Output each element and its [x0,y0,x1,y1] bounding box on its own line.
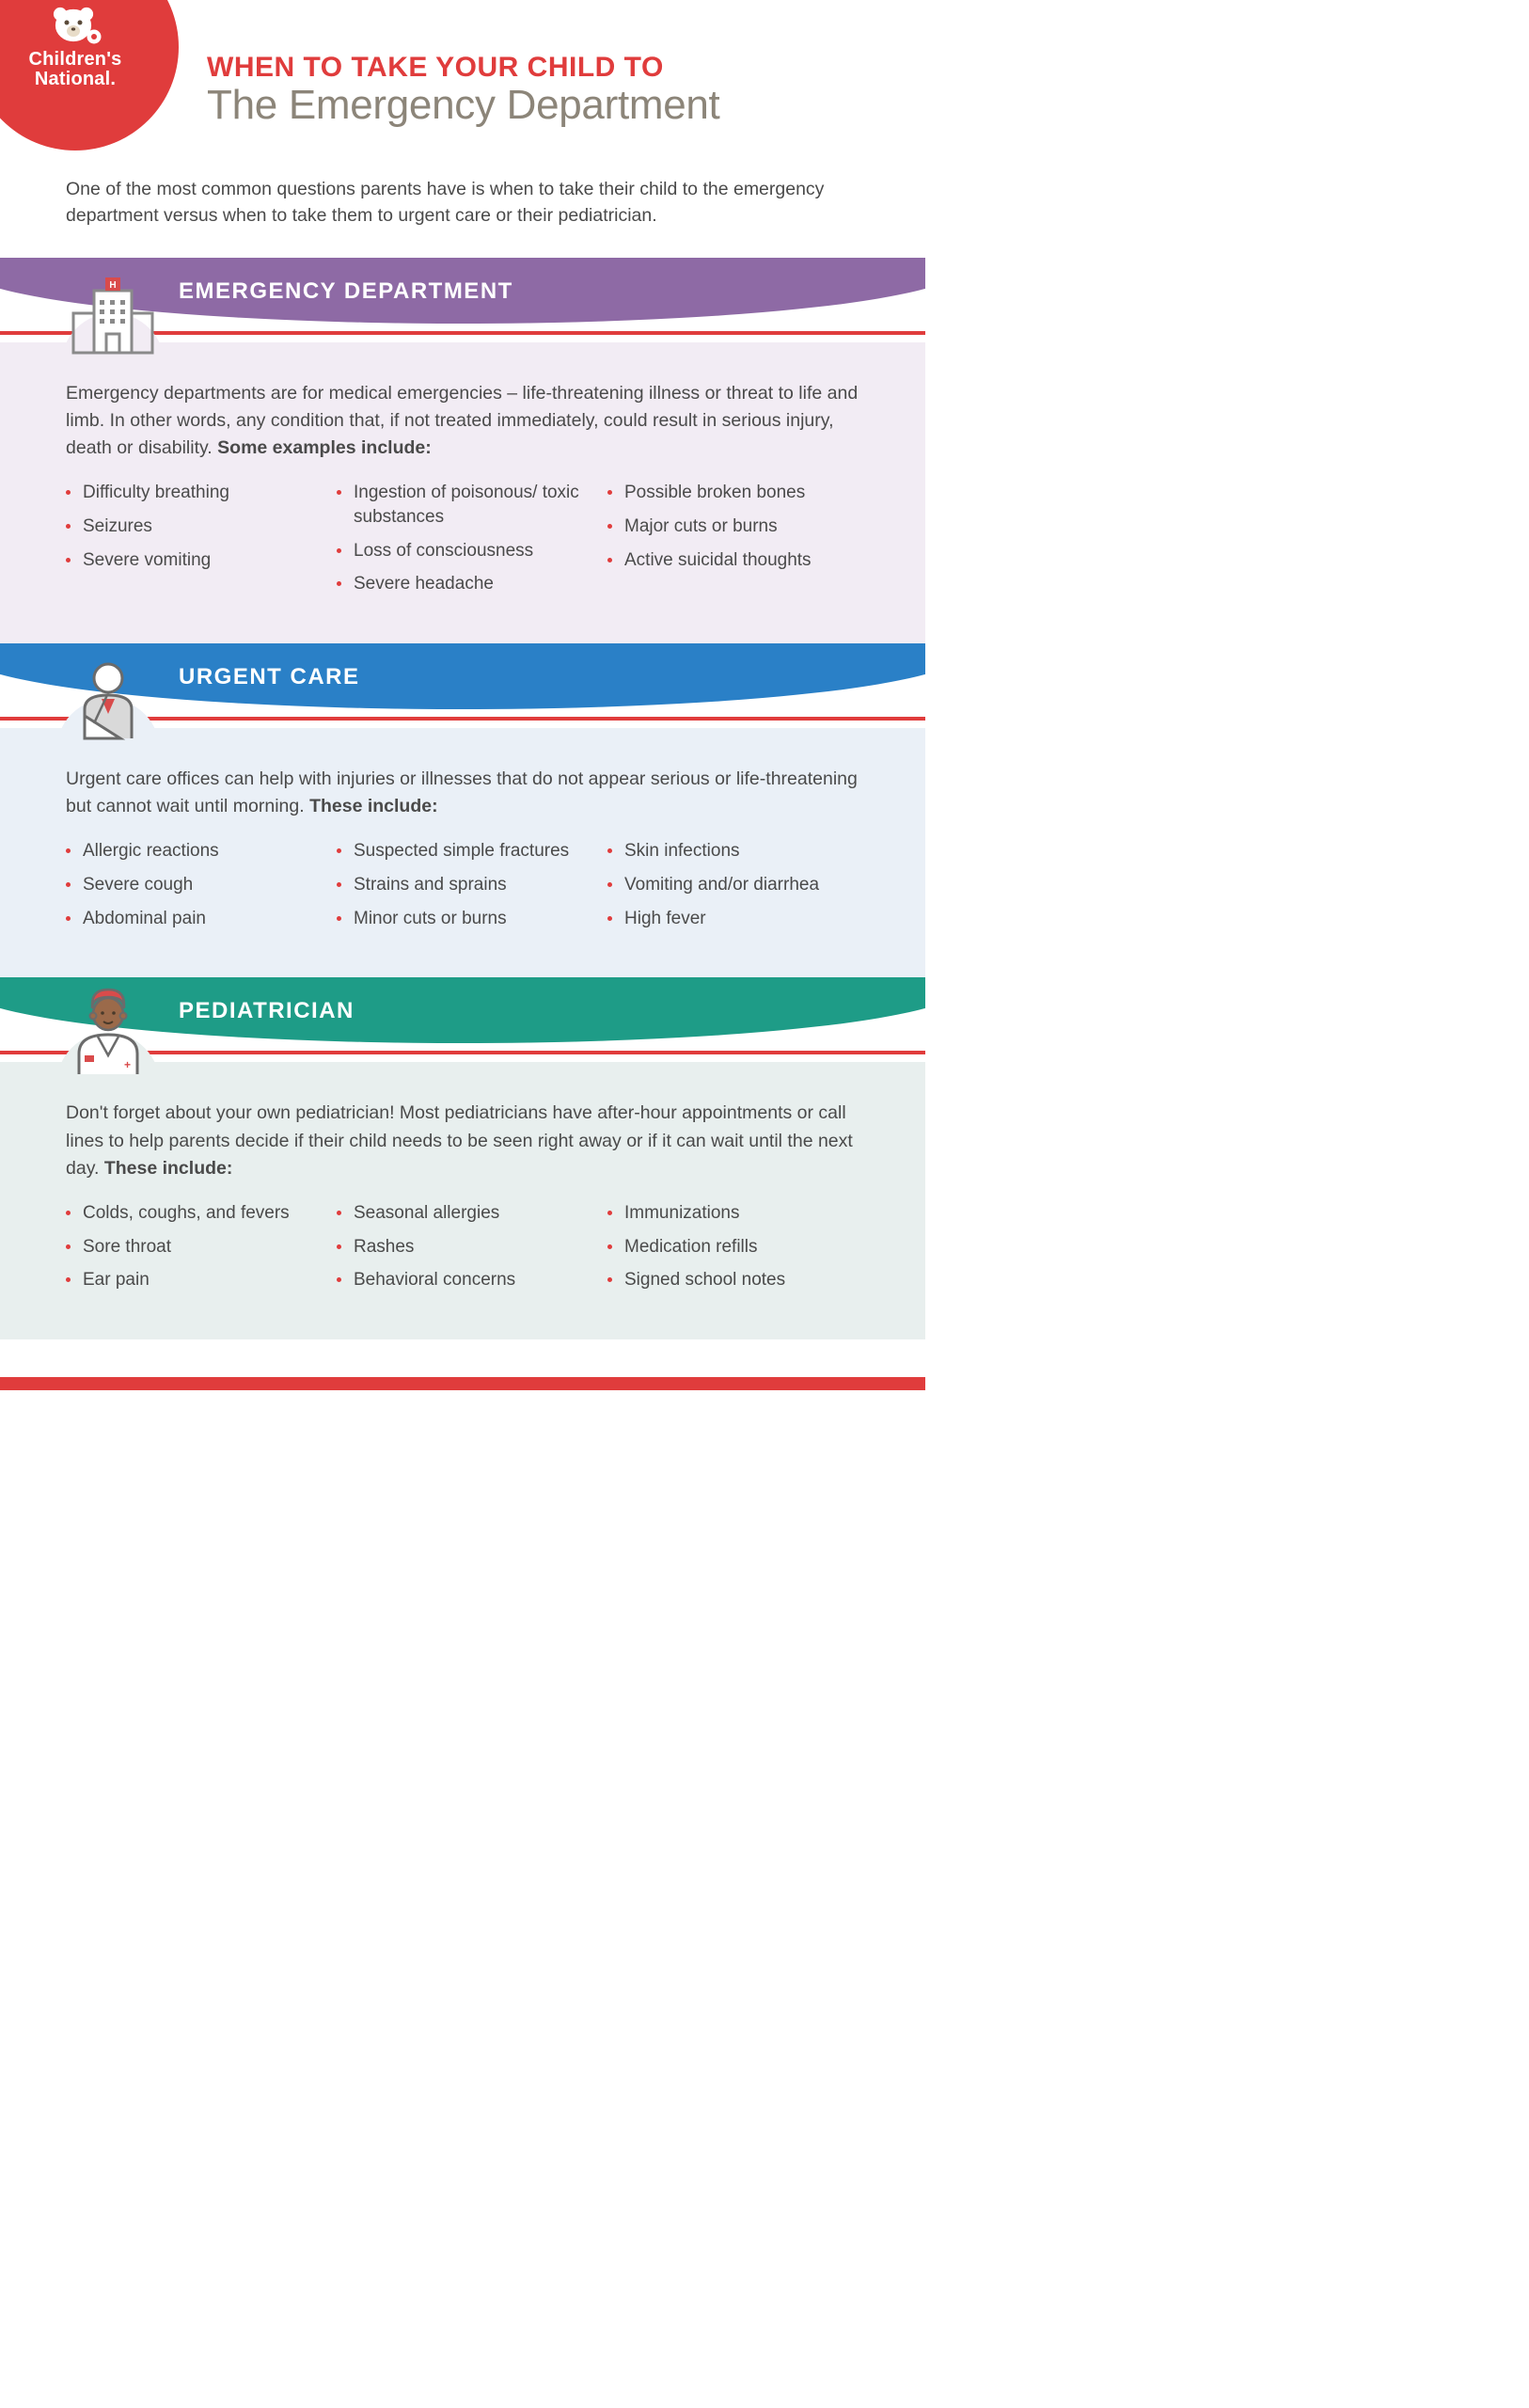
svg-text:+: + [124,1058,131,1071]
list-item: Seizures [66,515,318,539]
heading-urgent: URGENT CARE [179,664,360,690]
content-emergency: Emergency departments are for medical em… [0,342,925,643]
desc-urgent: Urgent care offices can help with injuri… [66,766,859,821]
list-item: Loss of consciousness [337,539,589,563]
arm-sling-icon [66,657,150,747]
list-item: Colds, coughs, and fevers [66,1201,318,1226]
brand-name-period: . [110,69,116,89]
content-urgent: Urgent care offices can help with injuri… [0,728,925,977]
desc-urgent-text: Urgent care offices can help with injuri… [66,768,858,816]
heading-emergency: EMERGENCY DEPARTMENT [179,278,513,305]
list-item: Strains and sprains [337,873,589,897]
list-item: High fever [607,907,859,931]
list-item: Vomiting and/or diarrhea [607,873,859,897]
list-item: Major cuts or burns [607,515,859,539]
bullets-pediatrician: Colds, coughs, and fevers Sore throat Ear … [66,1201,859,1302]
svg-text:H: H [109,280,116,291]
desc-emergency-text: Emergency departments are for medical em… [66,383,858,459]
banner-urgent: URGENT CARE [0,643,925,728]
bullets-emergency: Difficulty breathing Seizures Severe vomit… [66,481,859,606]
list-item: Possible broken bones [607,481,859,505]
desc-emergency: Emergency departments are for medical em… [66,380,859,463]
footer-bar [0,1377,925,1390]
list-item: Difficulty breathing [66,481,318,505]
list-item: Ingestion of poisonous/ toxic substances [337,481,589,529]
section-urgent: URGENT CARE Urgent care offices can help… [0,643,925,977]
infographic-container: Children's National. WHEN TO TAKE YOUR C… [0,0,925,1377]
list-item: Active suicidal thoughts [607,548,859,573]
list-item: Ear pain [66,1268,318,1292]
list-item: Allergic reactions [66,839,318,863]
bullets-urgent: Allergic reactions Severe cough Abdominal … [66,839,859,940]
title-kicker: WHEN TO TAKE YOUR CHILD TO [207,52,869,84]
title-main: The Emergency Department [207,82,869,129]
section-emergency: EMERGENCY DEPARTMENT H [0,258,925,643]
hospital-icon: H [66,272,160,361]
brand-name-line2: National [35,69,111,89]
list-item: Severe headache [337,572,589,596]
leadin-emergency: Some examples include: [217,437,432,458]
list-item: Minor cuts or burns [337,907,589,931]
list-item: Behavioral concerns [337,1268,589,1292]
banner-emergency: EMERGENCY DEPARTMENT H [0,258,925,342]
list-item: Medication refills [607,1235,859,1259]
list-item: Rashes [337,1235,589,1259]
doctor-icon: + [66,988,150,1081]
leadin-pediatrician: These include: [104,1158,233,1179]
desc-pediatrician: Don't forget about your own pediatrician… [66,1100,859,1182]
list-item: Severe cough [66,873,318,897]
content-pediatrician: Don't forget about your own pediatrician… [0,1062,925,1339]
bear-icon [49,5,102,46]
list-item: Severe vomiting [66,548,318,573]
list-item: Skin infections [607,839,859,863]
list-item: Immunizations [607,1201,859,1226]
intro-paragraph: One of the most common questions parents… [0,138,925,258]
list-item: Seasonal allergies [337,1201,589,1226]
brand-name-line1: Children's [29,49,122,70]
section-pediatrician: PEDIATRICIAN + [0,977,925,1339]
leadin-urgent: These include: [309,796,438,816]
list-item: Suspected simple fractures [337,839,589,863]
list-item: Sore throat [66,1235,318,1259]
banner-pediatrician: PEDIATRICIAN + [0,977,925,1062]
brand-name: Children's National. [29,50,122,89]
heading-pediatrician: PEDIATRICIAN [179,998,355,1024]
list-item: Abdominal pain [66,907,318,931]
list-item: Signed school notes [607,1268,859,1292]
